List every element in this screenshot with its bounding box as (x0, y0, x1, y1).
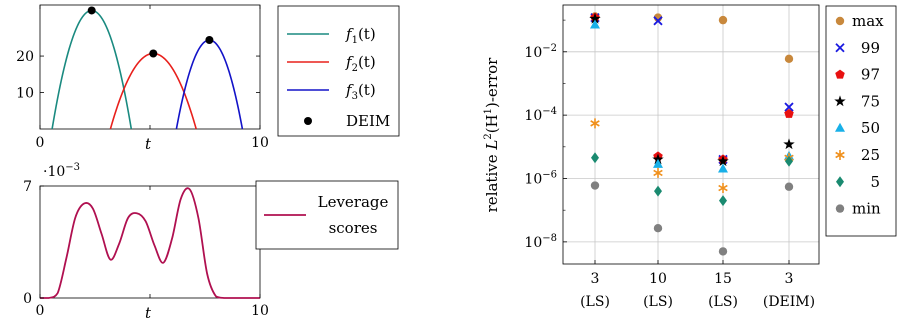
marker-99-1 (653, 16, 663, 26)
marker-75-0 (589, 12, 601, 24)
marker-max-2 (718, 15, 728, 25)
y-tick-label-right-0: 10−8 (524, 233, 557, 251)
y-axis-label-right: relative L2(H1)-error (483, 57, 501, 213)
legend-label-97: 97 (861, 66, 880, 84)
curve-f3 (175, 39, 244, 130)
legend-label-deim: DEIM (346, 112, 390, 130)
curve-f2 (109, 52, 197, 130)
legend-top (277, 5, 400, 137)
plot-frame-right (562, 4, 820, 265)
x-tick-label-top-2: 10 (251, 135, 269, 151)
legend-label-min: min (852, 200, 881, 218)
marker-25-1 (653, 167, 663, 178)
legend-label-max: max (852, 12, 884, 30)
deim-point-3 (205, 36, 214, 45)
marker-25-2 (718, 183, 728, 194)
panel-bottom-left: 0 10 0 7 ·10−3 t Leverage scores (23, 162, 399, 322)
curve-leverage-scores (39, 187, 260, 299)
legend-label-5: 5 (870, 173, 880, 191)
y-tick-label-right-3: 10−2 (524, 43, 557, 61)
legend-label-f3: f3(t) (345, 81, 376, 102)
marker-25-0 (590, 118, 600, 129)
legend-label-leverage-2: scores (329, 219, 378, 237)
curve-f1 (51, 9, 133, 130)
marker-75-2 (717, 155, 729, 167)
legend-marker-50 (835, 122, 845, 132)
deim-point-1 (87, 6, 96, 15)
x-tick-label-bottom-0: 0 (36, 303, 45, 319)
marker-min-3 (784, 182, 794, 191)
category-sublabel-1: (LS) (643, 294, 673, 310)
marker-5-1 (654, 185, 662, 197)
y-tick-label-right-1: 10−6 (524, 170, 557, 188)
marker-50-2 (718, 163, 728, 173)
legend-label-75: 75 (861, 92, 880, 110)
x-tick-label-bottom-2: 10 (251, 303, 269, 319)
category-sublabel-3: (DEIM) (763, 294, 815, 310)
category-sublabel-0: (LS) (580, 294, 610, 310)
legend-label-f2: f2(t) (345, 53, 376, 74)
legend-marker-max (835, 16, 845, 26)
marker-min-1 (653, 223, 663, 233)
marker-5-2 (719, 195, 727, 207)
plot-frame-bottom (39, 185, 261, 299)
category-sublabel-2: (LS) (708, 294, 738, 310)
category-label-0: 3 (591, 271, 600, 287)
legend-label-99: 99 (861, 39, 880, 57)
legend-label-50: 50 (861, 119, 880, 137)
deim-point-2 (149, 49, 158, 58)
marker-75-3 (783, 138, 795, 150)
y-tick-label-bottom-1: 7 (23, 179, 32, 195)
panel-right: 3 (LS) 10 (LS) 15 (LS) 3 (DEIM) 10−8 10−6 10−4 10−2… (483, 4, 897, 310)
legend-marker-min (835, 204, 845, 213)
marker-50-1 (653, 158, 663, 168)
category-label-3: 3 (785, 271, 794, 287)
marker-5-3 (785, 155, 793, 167)
marker-min-2 (718, 247, 728, 256)
y-tick-label-top-0: 10 (16, 86, 34, 102)
x-axis-label-top: t (145, 135, 152, 153)
marker-5-0 (591, 152, 599, 164)
marker-50-0 (590, 19, 600, 29)
legend-marker-97 (835, 69, 845, 79)
legend-marker-5 (836, 176, 844, 188)
legend-label-leverage-1: Leverage (318, 193, 389, 211)
legend-marker-deim (304, 117, 312, 125)
x-tick-label-top-0: 0 (36, 135, 45, 151)
y-tick-label-bottom-0: 0 (23, 291, 32, 307)
scale-factor-label: ·10−3 (43, 162, 80, 180)
x-axis-label-bottom: t (145, 304, 152, 322)
y-tick-label-right-2: 10−4 (524, 106, 557, 124)
panel-top-left: 0 10 10 20 t f1(t) f2(t) f3(t) DEIM (16, 4, 400, 153)
marker-97-3 (784, 108, 794, 118)
y-tick-label-top-1: 20 (16, 49, 34, 65)
legend-marker-75 (834, 95, 846, 107)
legend-marker-25 (835, 150, 845, 160)
marker-min-0 (590, 181, 600, 190)
category-label-1: 10 (649, 271, 667, 287)
legend-marker-99 (835, 43, 845, 53)
legend-label-25: 25 (861, 146, 880, 164)
category-label-2: 15 (714, 271, 732, 287)
marker-max-3 (784, 54, 794, 64)
marker-99-3 (784, 102, 794, 112)
legend-label-f1: f1(t) (345, 25, 376, 46)
